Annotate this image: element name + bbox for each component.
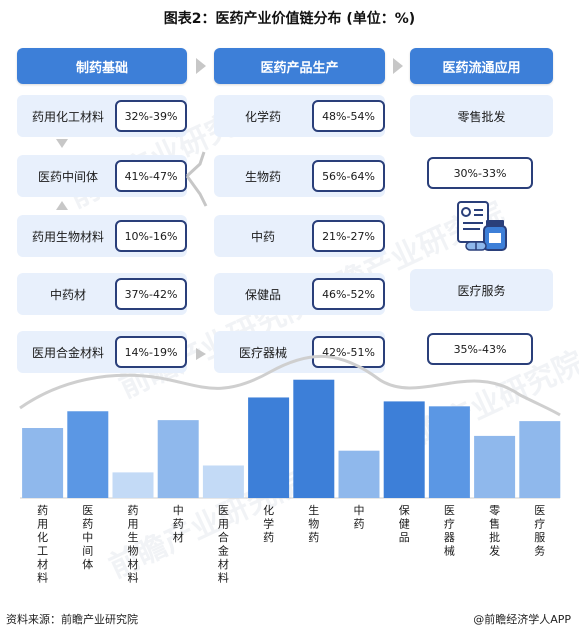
x-tick-label-3: 中药材: [173, 504, 184, 544]
production-pct-2: 21%-27%: [312, 220, 385, 252]
bar-11: [519, 421, 561, 498]
bar-3: [157, 420, 199, 498]
x-tick-label-4: 医用合金材料: [218, 504, 229, 585]
production-pct-1: 56%-64%: [312, 160, 385, 192]
source-note: 资料来源：前瞻产业研究院: [6, 613, 138, 626]
x-tick-label-11: 医疗服务: [534, 504, 545, 558]
production-pct-3: 46%-52%: [312, 278, 385, 310]
x-tick-label-0: 药用化工材料: [37, 504, 48, 585]
bar-4: [202, 465, 244, 498]
production-label-2: 中药: [250, 229, 275, 244]
bar-5: [248, 397, 290, 498]
basics-pct-1: 41%-47%: [115, 160, 187, 192]
bar-9: [428, 406, 470, 498]
x-tick-label-8: 保健品: [399, 503, 410, 544]
x-tick-label-1: 医药中间体: [82, 504, 93, 571]
production-label-3: 保健品: [244, 287, 281, 302]
watermark-text: 前瞻产业研究院: [103, 464, 310, 586]
x-tick-label-6: 生物药: [308, 503, 319, 544]
bar-0: [22, 428, 64, 498]
connector-line: [185, 151, 206, 178]
production-pct-0: 48%-54%: [312, 100, 385, 132]
basics-label-1: 医药中间体: [37, 169, 98, 184]
basics-pct-4: 14%-19%: [115, 336, 187, 368]
circulation-label-1: 医疗服务: [457, 283, 506, 298]
stage-header-circulation: 医药流通应用: [410, 48, 553, 84]
stage-header-production: 医药产品生产: [214, 48, 385, 84]
basics-label-2: 药用生物材料: [31, 229, 104, 244]
arrow-down-icon: [56, 139, 68, 148]
basics-pct-2: 10%-16%: [115, 220, 187, 252]
bar-7: [338, 450, 380, 498]
medical-report-icon: [452, 198, 512, 256]
production-label-0: 化学药: [244, 109, 281, 124]
arrow-right-icon: [196, 348, 206, 360]
bar-1: [67, 411, 109, 498]
bar-6: [293, 379, 335, 498]
connector-line: [185, 175, 208, 207]
bar-2: [112, 472, 154, 498]
circulation-box-0: [410, 95, 553, 137]
x-tick-label-9: 医疗器械: [444, 504, 455, 558]
page-title: 图表2：医药产业价值链分布 (单位：%): [163, 11, 416, 27]
arrow-right-icon: [196, 58, 206, 74]
x-tick-label-7: 中药: [354, 504, 365, 531]
x-tick-label-5: 化学药: [263, 503, 274, 544]
basics-pct-0: 32%-39%: [115, 100, 187, 132]
arrow-right-icon: [393, 58, 403, 74]
basics-label-0: 药用化工材料: [31, 109, 104, 124]
production-pct-4: 42%-51%: [312, 336, 385, 368]
x-tick-label-10: 零售批发: [489, 504, 500, 558]
production-label-1: 生物药: [244, 169, 281, 184]
bar-10: [474, 435, 516, 498]
x-tick-label-2: 药用生物材料: [128, 504, 139, 585]
circulation-box-1: [410, 269, 553, 311]
circulation-pct-1: 35%-43%: [427, 333, 533, 365]
basics-label-4: 医用合金材料: [31, 345, 104, 360]
credit-note: @前瞻经济学人APP: [473, 613, 571, 626]
circulation-label-0: 零售批发: [457, 109, 506, 124]
basics-label-3: 中药材: [49, 287, 86, 302]
bar-8: [383, 401, 425, 498]
production-label-4: 医疗器械: [238, 345, 287, 360]
circulation-pct-0: 30%-33%: [427, 157, 533, 189]
arrow-up-icon: [56, 201, 68, 210]
basics-pct-3: 37%-42%: [115, 278, 187, 310]
stage-header-basics: 制药基础: [17, 48, 187, 84]
